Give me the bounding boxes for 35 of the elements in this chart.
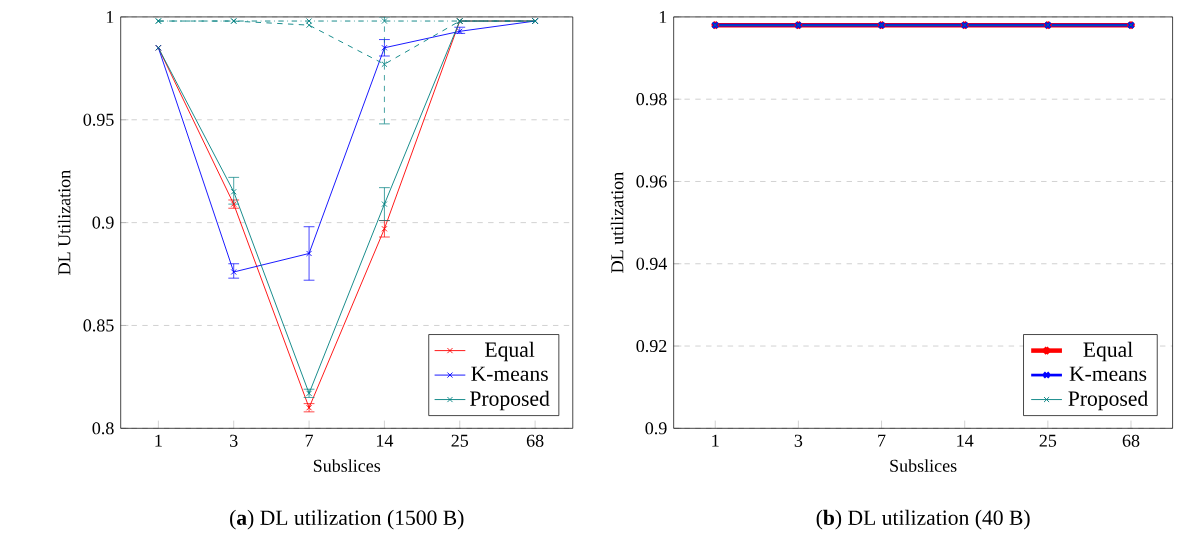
legend-label: Proposed [1068,390,1148,411]
x-tick-label: 1 [155,434,162,447]
x-tick-label: 14 [957,434,974,447]
y-tick-label: 0.95 [83,113,114,126]
x-tick-label: 14 [376,434,394,447]
y-tick-label: 0.9 [92,216,114,229]
legend-label: Proposed [470,390,550,411]
y-axis-title: DL utilization [610,171,624,273]
y-tick-label: 0.98 [636,92,667,106]
legend-label: Equal [485,341,535,362]
y-tick-label: 0.9 [645,422,667,435]
y-tick-label: 0.85 [83,319,114,332]
legend-label: K-means [1069,366,1147,381]
y-tick-label: 0.94 [636,257,668,270]
x-tick-label: 68 [1122,434,1140,447]
x-tick-label: 25 [451,434,469,447]
y-tick-label: 1 [106,10,114,23]
legend-label: Equal [1083,341,1133,362]
y-tick-label: 1 [659,10,667,23]
x-tick-label: 3 [230,434,238,447]
legend-label: K-means [471,366,548,381]
text: (b) DL utilization (40 B) [816,509,1030,530]
x-tick-label: 7 [878,434,886,447]
y-axis-title: DL Utilization [57,169,71,275]
x-tick-label: 1 [712,434,719,447]
x-axis-title: Subslices [890,459,957,472]
x-tick-label: 68 [526,434,544,447]
y-tick-label: 0.92 [636,339,667,353]
x-tick-label: 3 [794,434,803,447]
text: (a) DL utilization (1500 B) [230,509,464,530]
y-tick-label: 0.96 [636,175,667,188]
x-tick-label: 25 [1039,434,1057,447]
y-tick-label: 0.8 [92,422,114,435]
x-tick-label: 7 [305,434,314,447]
x-axis-title: Subslices [313,459,381,472]
